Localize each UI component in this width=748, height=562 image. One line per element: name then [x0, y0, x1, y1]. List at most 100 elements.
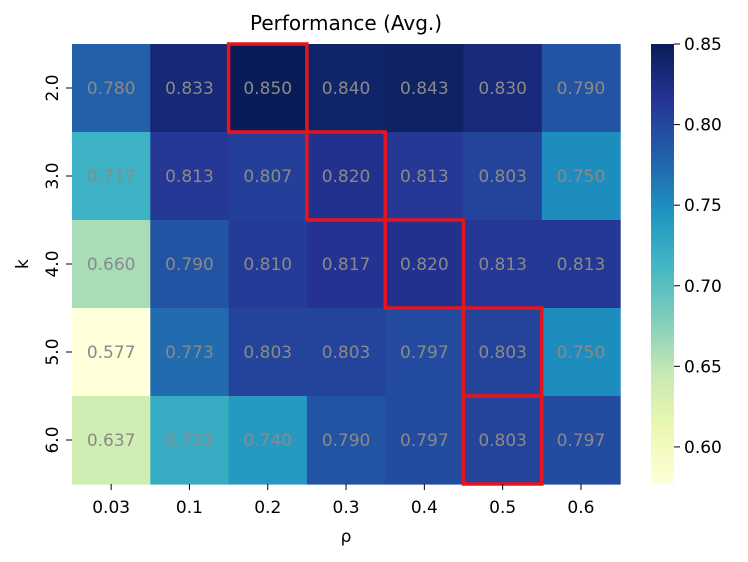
cell-value-label: 0.790	[165, 255, 214, 275]
colorbar-tick-label: 0.70	[684, 277, 722, 297]
cell-value-label: 0.750	[557, 167, 606, 187]
heatmap-cell	[385, 308, 465, 397]
cell-value-label: 0.750	[557, 343, 606, 363]
cell-value-label: 0.833	[165, 79, 214, 99]
heatmap-cell	[541, 220, 621, 309]
cell-value-label: 0.810	[243, 255, 292, 275]
x-tick-label: 0.5	[489, 498, 516, 518]
cell-value-label: 0.740	[243, 431, 292, 451]
heatmap-cell	[463, 220, 543, 309]
heatmap-cell	[150, 132, 230, 221]
cell-value-label: 0.723	[165, 431, 214, 451]
highlighted-cell-outline	[383, 218, 466, 310]
cell-value-label: 0.717	[87, 167, 136, 187]
cell-value-label: 0.797	[557, 431, 606, 451]
heatmap-cell	[463, 132, 543, 221]
cell-value-label: 0.803	[478, 431, 527, 451]
cell-value-label: 0.840	[322, 79, 371, 99]
cell-value-label: 0.637	[87, 431, 136, 451]
x-axis-label: ρ	[341, 527, 352, 547]
cell-value-label: 0.813	[400, 167, 449, 187]
heatmap-cell	[72, 44, 151, 133]
cell-value-label: 0.813	[557, 255, 606, 275]
heatmap-cell	[541, 308, 621, 397]
highlighted-cell-outline	[226, 42, 309, 134]
heatmap-cell	[385, 44, 465, 133]
cell-value-label: 0.797	[400, 431, 449, 451]
cell-value-label: 0.790	[322, 431, 371, 451]
cell-value-label: 0.773	[165, 343, 214, 363]
y-axis-label: k	[13, 259, 33, 269]
cell-value-label: 0.850	[243, 79, 292, 99]
colorbar-tick-label: 0.65	[684, 357, 722, 377]
colorbar-tick-label: 0.60	[684, 438, 722, 458]
cell-value-label: 0.803	[243, 343, 292, 363]
cell-value-label: 0.803	[478, 343, 527, 363]
y-tick-label: 5.0	[43, 338, 63, 365]
y-tick-label: 2.0	[43, 74, 63, 101]
heatmap-cell	[72, 220, 151, 309]
chart-title: Performance (Avg.)	[250, 11, 442, 35]
heatmap-cell	[385, 220, 465, 309]
highlighted-cell-outline	[305, 130, 387, 222]
heatmap-cell	[72, 132, 151, 221]
heatmap-cell	[228, 44, 308, 133]
y-tick-label: 6.0	[43, 426, 63, 453]
x-tick-label: 0.4	[411, 498, 438, 518]
heatmap-cell	[228, 132, 308, 221]
heatmap-cell	[541, 44, 621, 133]
heatmap-cell	[228, 308, 308, 397]
colorbar-tick-label: 0.85	[684, 35, 722, 55]
cell-value-label: 0.807	[243, 167, 292, 187]
heatmap-cell	[306, 44, 386, 133]
x-tick-label: 0.3	[333, 498, 360, 518]
heatmap-cell	[541, 396, 621, 485]
heatmap-cell	[72, 396, 151, 485]
cell-value-label: 0.817	[322, 255, 371, 275]
cell-value-label: 0.577	[87, 343, 136, 363]
x-axis-ticks: 0.03 0.1 0.2 0.3 0.4 0.5 0.6	[92, 484, 594, 518]
cell-value-label: 0.797	[400, 343, 449, 363]
heatmap-cell	[306, 396, 386, 485]
colorbar: 0.85 0.80 0.75 0.70 0.65 0.60	[651, 35, 722, 484]
cell-value-label: 0.820	[400, 255, 449, 275]
cell-value-label: 0.820	[322, 167, 371, 187]
y-axis-ticks: 2.0 3.0 4.0 5.0 6.0	[43, 74, 72, 454]
heatmap-cell	[150, 220, 230, 309]
colorbar-tick-label: 0.75	[684, 196, 722, 216]
cell-value-label: 0.780	[87, 79, 136, 99]
x-tick-label: 0.03	[92, 498, 130, 518]
heatmap-cell	[228, 220, 308, 309]
highlight-outlines	[226, 42, 544, 486]
heatmap-cell	[541, 132, 621, 221]
heatmap-cell	[385, 132, 465, 221]
y-tick-label: 3.0	[43, 162, 63, 189]
colorbar-gradient	[651, 44, 674, 484]
heatmap-cell	[306, 308, 386, 397]
colorbar-ticks: 0.85 0.80 0.75 0.70 0.65 0.60	[674, 35, 722, 458]
heatmap-cell	[228, 396, 308, 485]
cell-value-label: 0.803	[478, 167, 527, 187]
heatmap-cell	[463, 308, 543, 397]
heatmap-cell	[306, 132, 386, 221]
cell-value-label: 0.830	[478, 79, 527, 99]
heatmap-cell	[306, 220, 386, 309]
heatmap-cell	[150, 308, 230, 397]
heatmap-value-labels: 0.780 0.833 0.850 0.840 0.843 0.830 0.790 0.717…	[87, 79, 605, 451]
x-tick-label: 0.6	[567, 498, 594, 518]
cell-value-label: 0.803	[322, 343, 371, 363]
cell-value-label: 0.813	[165, 167, 214, 187]
cell-value-label: 0.790	[557, 79, 606, 99]
x-tick-label: 0.1	[176, 498, 203, 518]
heatmap-cell	[72, 308, 151, 397]
heatmap-cell	[463, 396, 543, 485]
heatmap-cell	[463, 44, 543, 133]
cell-value-label: 0.843	[400, 79, 449, 99]
x-tick-label: 0.2	[254, 498, 281, 518]
cell-value-label: 0.813	[478, 255, 527, 275]
heatmap-cells	[72, 44, 621, 485]
cell-value-label: 0.660	[87, 255, 136, 275]
y-tick-label: 4.0	[43, 250, 63, 277]
heatmap-cell	[150, 44, 230, 133]
